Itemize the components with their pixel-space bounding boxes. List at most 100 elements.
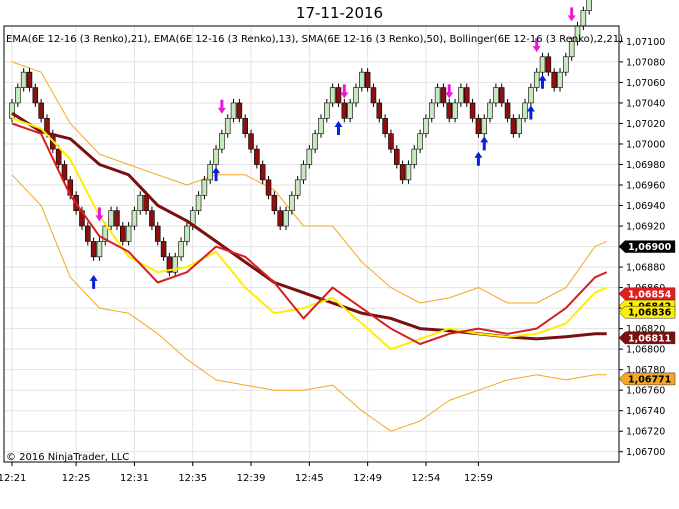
brick-up [300, 164, 307, 181]
brick-up [423, 118, 429, 135]
brick-down [114, 210, 120, 227]
sell-arrow [567, 7, 576, 22]
brick-down [265, 179, 272, 196]
price-tag-box [618, 240, 676, 253]
brick-down [271, 194, 278, 211]
price-tag-box [618, 305, 676, 319]
brick-down [154, 225, 161, 242]
brick-up [580, 10, 587, 27]
brick-down [551, 71, 557, 88]
brick-up [434, 87, 441, 104]
sell-arrow [532, 38, 541, 53]
brick-up [359, 71, 365, 88]
brick-down [370, 87, 377, 104]
brick-up [172, 256, 179, 273]
brick-down [254, 148, 260, 165]
brick-up [586, 0, 592, 11]
brick-up [522, 102, 528, 119]
brick-up [411, 148, 418, 165]
price-tag-label: 1,06811 [628, 333, 671, 344]
y-tick-label: 1,06960 [626, 181, 665, 192]
brick-down [236, 102, 243, 119]
y-tick-label: 1,06720 [626, 427, 665, 438]
brick-up [539, 56, 546, 73]
brick-up [178, 241, 184, 258]
brick-up [201, 179, 208, 196]
y-tick-label: 1,07000 [626, 139, 665, 150]
brick-down [90, 241, 97, 258]
x-tick-label: 12:49 [353, 473, 382, 484]
brick-down [248, 133, 254, 150]
price-tag-label: 1,06854 [628, 289, 672, 300]
price-tag-label: 1,06836 [628, 308, 672, 319]
y-tick-label: 1,07100 [626, 37, 665, 48]
brick-down [120, 225, 126, 242]
brick-down [545, 56, 552, 73]
brick-up [184, 225, 190, 242]
brick-down [388, 133, 394, 150]
brick-up [568, 41, 575, 58]
brick-down [242, 118, 248, 135]
brick-up [213, 148, 219, 165]
brick-up [563, 56, 569, 73]
brick-down [463, 87, 470, 104]
brick-down [376, 102, 383, 119]
brick-up [137, 194, 144, 211]
brick-down [160, 241, 167, 258]
series-line [11, 122, 608, 345]
brick-up [481, 118, 487, 135]
y-tick-label: 1,06820 [626, 324, 665, 335]
brick-down [166, 256, 173, 273]
y-tick-label: 1,06740 [626, 406, 665, 417]
brick-down [259, 164, 266, 181]
renko-bricks [9, 0, 592, 277]
x-tick-label: 12:39 [237, 473, 266, 484]
brick-up [452, 102, 458, 119]
price-tags: 1,069001,068541,068421,068361,068111,067… [618, 240, 676, 385]
y-tick-label: 1,06780 [626, 365, 665, 376]
brick-up [533, 71, 540, 88]
y-tick-label: 1,06800 [626, 345, 665, 356]
brick-up [195, 194, 202, 211]
brick-down [440, 87, 447, 104]
y-tick-label: 1,07040 [626, 98, 665, 109]
x-tick-label: 12:21 [0, 473, 26, 484]
y-tick-label: 1,06880 [626, 263, 665, 274]
buy-arrow [526, 105, 535, 120]
buy-arrow [89, 274, 98, 289]
y-tick-label: 1,06760 [626, 386, 665, 397]
moving-average-lines [11, 111, 608, 351]
series-line [11, 61, 607, 304]
brick-down [26, 71, 33, 88]
brick-up [294, 179, 301, 196]
y-tick-label: 1,06980 [626, 160, 665, 171]
brick-down [335, 87, 342, 104]
brick-down [341, 102, 348, 119]
brick-up [417, 133, 423, 150]
sell-arrow [95, 207, 104, 222]
sell-arrow [217, 99, 226, 114]
y-tick-label: 1,07020 [626, 119, 665, 130]
x-tick-label: 12:31 [120, 473, 149, 484]
brick-down [394, 148, 400, 165]
series-line [11, 111, 607, 341]
brick-up [458, 87, 464, 104]
y-tick-label: 1,06700 [626, 447, 665, 458]
brick-up [224, 118, 231, 135]
brick-down [143, 194, 149, 211]
y-tick-label: 1,06940 [626, 201, 665, 212]
brick-up [405, 164, 412, 181]
x-tick-label: 12:59 [464, 473, 493, 484]
brick-down [61, 164, 68, 181]
x-tick-label: 12:35 [178, 473, 207, 484]
brick-up [428, 102, 435, 119]
x-axis-ticks: 12:21 12:25 12:31 12:35 12:39 12:45 12:49 12:54… [0, 462, 493, 484]
sell-arrow [445, 84, 454, 99]
price-tag-box [618, 287, 676, 301]
brick-down [475, 118, 482, 135]
buy-arrow [538, 74, 547, 89]
brick-up [516, 118, 522, 135]
brick-down [498, 87, 505, 104]
y-tick-label: 1,07080 [626, 57, 665, 68]
